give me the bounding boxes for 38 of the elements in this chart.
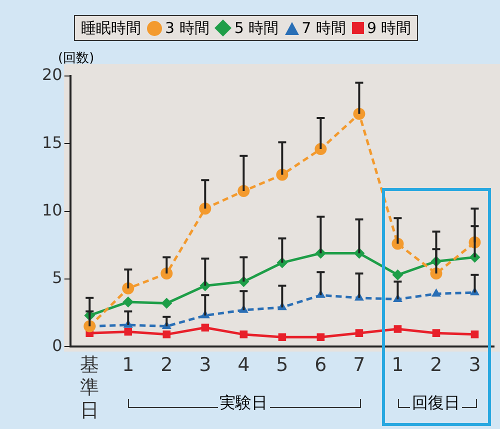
legend-label: 9 時間 [366, 18, 412, 38]
x-tick-label: 4 [238, 354, 250, 376]
legend-title: 睡眠時間 [81, 18, 141, 38]
x-tick-label: 3 [199, 354, 212, 376]
legend-label: 5 時間 [234, 18, 279, 38]
legend-label: 3 時間 [165, 18, 210, 38]
y-tick-label: 0 [52, 336, 62, 355]
y-tick-label: 5 [52, 268, 62, 288]
point [355, 329, 364, 337]
point [278, 333, 286, 342]
x-tick-label: 3 [468, 354, 481, 376]
point [394, 325, 402, 333]
x-tick-label: 7 [353, 354, 366, 376]
point [122, 296, 134, 308]
y-tick-label: 15 [42, 132, 62, 152]
point [316, 333, 325, 342]
y-tick-label: 10 [42, 200, 62, 220]
point [392, 269, 404, 280]
point [431, 288, 441, 297]
x-tick-label: 1 [122, 354, 134, 376]
y-tick-label: 20 [42, 65, 62, 84]
point [470, 330, 479, 338]
y-axis-title: (回数) [58, 50, 94, 67]
x-tick-label: 1 [392, 354, 404, 376]
x-tick-label: 2 [160, 354, 173, 376]
x-tick-label: 6 [314, 354, 327, 376]
text: 実験日 [218, 392, 270, 414]
point [201, 324, 210, 332]
x-tick-label: 2 [430, 354, 442, 376]
x-tick-label: 基準日 [80, 354, 100, 422]
point [240, 330, 248, 338]
point [124, 328, 132, 336]
text: 回復日 [410, 392, 462, 414]
point [161, 298, 172, 309]
point [432, 329, 440, 337]
point [162, 330, 171, 338]
x-tick-label: 5 [276, 354, 288, 376]
legend-label: 7 時間 [302, 18, 346, 38]
